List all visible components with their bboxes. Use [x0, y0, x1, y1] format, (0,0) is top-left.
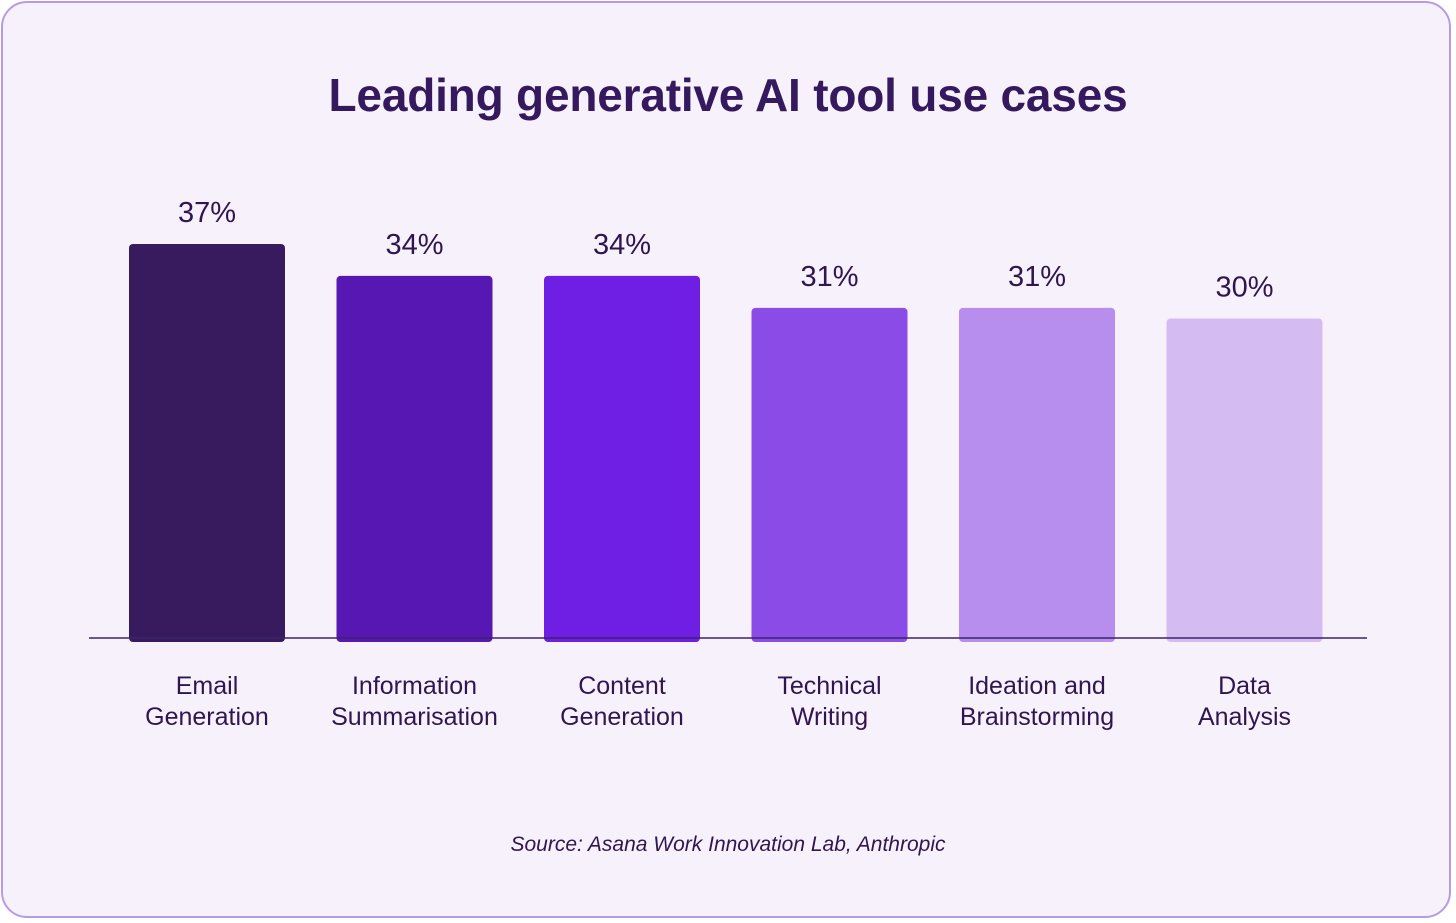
bars-layer	[129, 243, 1323, 642]
chart-title: Leading generative AI tool use cases	[328, 69, 1128, 121]
bar-1	[129, 243, 285, 642]
category-label-5: Ideation and Brainstorming	[960, 672, 1114, 731]
category-label-4: Technical Writing	[777, 672, 881, 731]
value-label-3: 34%	[593, 229, 651, 261]
bar-6	[1166, 318, 1323, 642]
value-label-5: 31%	[1008, 261, 1066, 293]
labels-layer: 37% Email Generation 34% Information Summaris…	[145, 197, 1291, 731]
category-label-1: Email Generation	[145, 672, 269, 731]
source-note: Source: Asana Work Innovation Lab, Anthr…	[510, 833, 946, 856]
category-label-2: Information Summarisation	[331, 672, 498, 731]
bar-3	[544, 275, 700, 642]
category-label-3: Content Generation	[560, 672, 684, 731]
value-label-2: 34%	[385, 229, 443, 261]
category-label-6: Data Analysis	[1198, 672, 1291, 731]
bar-5	[959, 307, 1115, 642]
value-label-6: 30%	[1215, 272, 1273, 304]
bar-2	[336, 275, 493, 642]
value-label-4: 31%	[800, 261, 858, 293]
bar-4	[751, 307, 908, 642]
value-label-1: 37%	[178, 197, 236, 229]
